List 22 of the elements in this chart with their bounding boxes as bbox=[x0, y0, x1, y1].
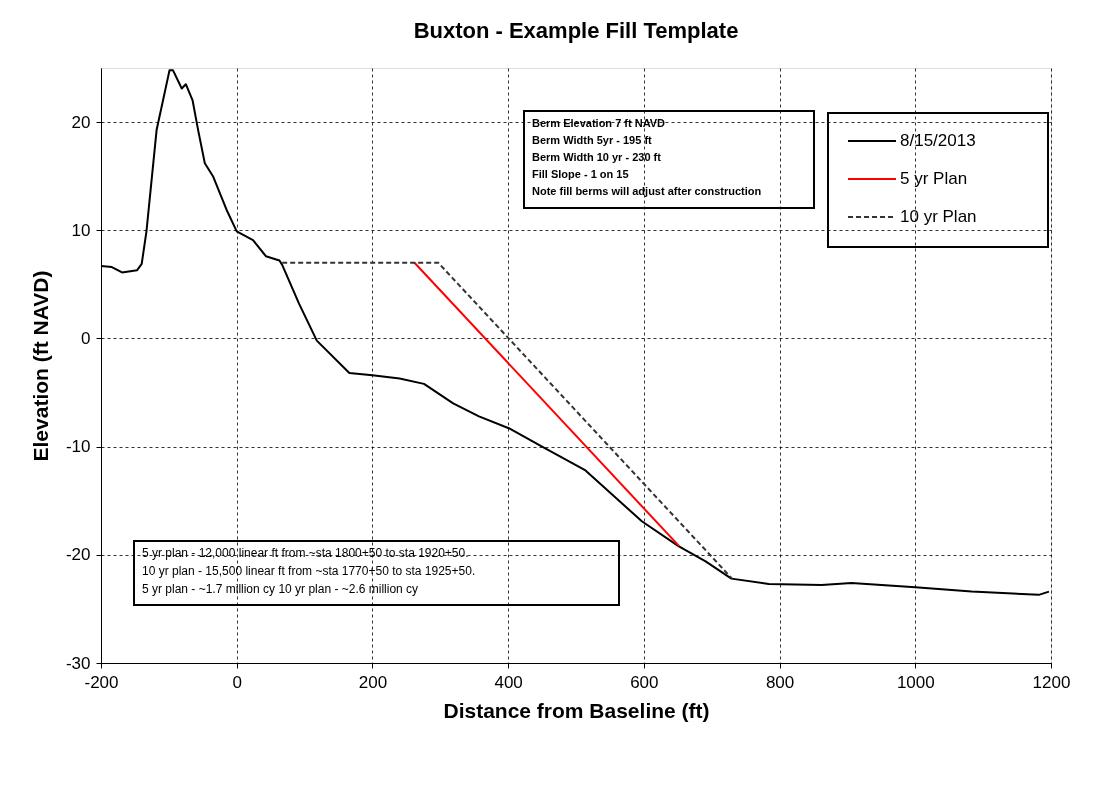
x-tick-label: 1200 bbox=[1032, 672, 1071, 692]
x-tick-label: 0 bbox=[232, 672, 242, 692]
chart-title: Buxton - Example Fill Template bbox=[413, 18, 739, 43]
x-tick-label: 200 bbox=[358, 672, 388, 692]
legend-label: 8/15/2013 bbox=[900, 131, 976, 150]
y-tick-label: -20 bbox=[65, 545, 91, 565]
y-axis-title: Elevation (ft NAVD) bbox=[28, 270, 52, 462]
legend-label: 5 yr Plan bbox=[900, 169, 968, 188]
x-tick-label: 600 bbox=[630, 672, 659, 692]
y-tick-label: 10 bbox=[71, 220, 91, 240]
y-tick-label: -10 bbox=[65, 437, 91, 457]
legend-label: 10 yr Plan bbox=[900, 207, 977, 226]
y-tick-label: -30 bbox=[65, 653, 91, 673]
x-tick-label: 400 bbox=[494, 672, 523, 692]
x-axis-title: Distance from Baseline (ft) bbox=[443, 698, 710, 722]
annotation: 5 yr plan - 12,000 linear ft from ~sta 1800+50 to sta 1920+50. 10 yr plan - 15,500 linear ft from ~sta 1770+50 to sta 1925+50. 5 yr plan - ~1.7 million cy 10 yr plan - ~2.6 million cy bbox=[142, 546, 476, 596]
y-tick-label: 20 bbox=[71, 112, 91, 132]
y-tick-label: 0 bbox=[81, 328, 91, 348]
x-tick-label: 800 bbox=[765, 672, 795, 692]
x-tick-label: 1000 bbox=[896, 672, 935, 692]
annotation: Berm Elevation 7 ft NAVD Berm Width 5yr - 195 ft Berm Width 10 yr - 230 ft Fill Slope - 1 on 15 Note fill berms will adjust after construction bbox=[532, 117, 762, 197]
x-tick-label: -200 bbox=[84, 672, 119, 692]
